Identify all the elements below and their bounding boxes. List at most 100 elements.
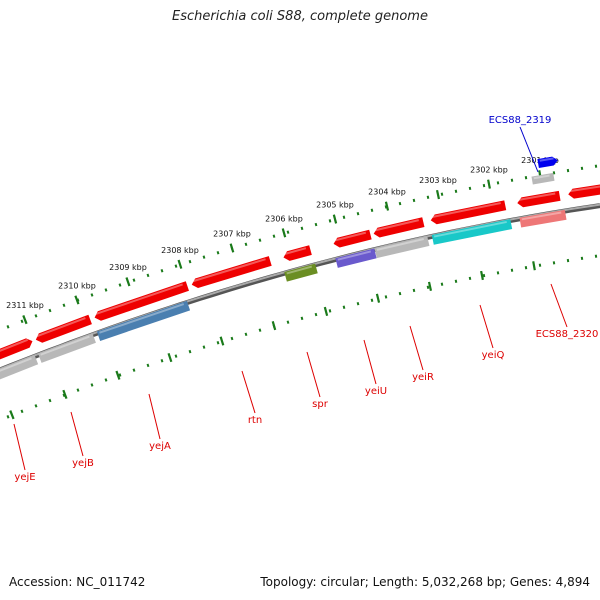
inner-major-tick: [532, 261, 536, 271]
leader-line: [241, 370, 256, 414]
gene-yeiU-cat-shine: [337, 250, 372, 261]
gene-yejA-bar-shine: [95, 283, 183, 316]
inner-tick: [286, 320, 290, 324]
gene-rtn-bar-shine: [192, 258, 266, 283]
scale-label: 2306 kbp: [265, 214, 303, 223]
gene-yejE-bar: [0, 338, 33, 362]
inner-major-tick: [375, 293, 381, 303]
gene-ecs2320-bar: [517, 190, 561, 208]
inner-tick: [48, 398, 52, 403]
gene-ecs2319-bar-body: [537, 156, 558, 168]
inner-tick: [6, 415, 10, 419]
gene-rtn-bar: [191, 256, 272, 289]
gene-label-spr: spr: [312, 399, 329, 410]
inner-major-tick: [115, 370, 121, 380]
gene-label-yejB: yejB: [72, 458, 94, 469]
gene-yejE-bar-shine: [0, 338, 29, 355]
outer-tick: [300, 226, 304, 231]
scale-label: 2309 kbp: [109, 263, 147, 272]
gene-yejA-cat-shine: [99, 303, 185, 334]
inner-tick: [468, 276, 472, 281]
scale-label: 2302 kbp: [470, 166, 508, 175]
inner-tick: [132, 368, 136, 372]
map-title: Escherichia coli S88, complete genome: [172, 9, 428, 24]
outer-tick: [146, 273, 150, 278]
outer-tick: [188, 259, 192, 264]
gene-yeiU-bar-body: [333, 229, 372, 248]
leader-line: [70, 411, 84, 457]
inner-tick: [342, 305, 346, 309]
gene-yeiQ-bar-body: [430, 200, 507, 225]
gene-yeiQ-cat: [431, 219, 513, 245]
gene-ecs2319-cat: [531, 172, 555, 185]
leader-line: [550, 283, 568, 328]
inner-major-tick: [480, 270, 484, 281]
outer-tick: [510, 178, 514, 182]
outer-tick: [48, 308, 52, 313]
scale-label: 2307 kbp: [213, 230, 251, 239]
outer-tick: [370, 208, 374, 212]
inner-tick: [594, 254, 598, 258]
gene-yejB-bar: [35, 314, 92, 343]
outer-tick: [286, 230, 290, 234]
outer-tick: [356, 212, 360, 216]
gene-ecs2319-bar: [537, 156, 558, 168]
outer-tick: [6, 325, 10, 329]
gene-label-yeiU: yeiU: [365, 386, 387, 397]
gene-yeiR-bar: [373, 217, 425, 238]
inner-tick: [356, 302, 360, 306]
outer-tick: [426, 195, 430, 199]
inner-tick: [104, 378, 108, 382]
inner-tick: [384, 295, 388, 299]
leader-line: [409, 325, 424, 371]
outer-tick: [90, 293, 94, 297]
accession-text: Accession: NC_011742: [9, 575, 146, 589]
leader-line: [306, 351, 321, 398]
gene-edge-bar: [568, 183, 600, 199]
gene-yejE-bar-body: [0, 338, 33, 362]
outer-tick: [160, 268, 164, 273]
outer-tick: [62, 303, 66, 308]
gene-label-yeiR: yeiR: [412, 372, 434, 383]
inner-tick: [174, 354, 178, 358]
gene-label-yejA: yejA: [149, 441, 171, 452]
outer-tick: [216, 251, 220, 255]
gene-yejE-cat: [0, 354, 39, 382]
outer-tick: [566, 168, 570, 173]
gene-yejA-bar: [94, 281, 189, 321]
gene-label-yejE: yejE: [14, 472, 35, 483]
inner-tick: [34, 404, 38, 408]
inner-tick: [76, 388, 80, 392]
inner-tick: [510, 268, 514, 272]
gene-yeiR-bar-body: [373, 217, 425, 238]
gene-label-yeiQ: yeiQ: [482, 350, 505, 361]
outer-tick: [454, 189, 458, 193]
gene-yejA-cat-body: [96, 300, 191, 341]
gene-yeiU-bar: [333, 229, 372, 248]
gene-features: [0, 156, 600, 382]
outer-tick: [412, 198, 416, 203]
inner-tick: [230, 336, 234, 341]
outer-tick: [34, 314, 38, 318]
outer-tick: [118, 283, 122, 287]
inner-major-tick: [219, 336, 225, 346]
gene-yeiU-cat: [335, 248, 377, 268]
outer-tick: [594, 164, 598, 168]
inner-tick: [398, 291, 402, 296]
gene-yeiQ-cat-shine: [433, 220, 507, 238]
outer-tick: [272, 234, 276, 238]
inner-tick: [202, 345, 206, 349]
scale-label: 2303 kbp: [419, 176, 457, 185]
inner-tick: [552, 261, 556, 265]
gene-yeiU-bar-shine: [334, 231, 367, 242]
inner-tick: [244, 332, 248, 337]
gene-yeiR-cat-body: [374, 236, 430, 259]
inner-tick: [580, 256, 584, 260]
leader-line: [519, 126, 539, 173]
gene-yejB-bar-shine: [36, 317, 86, 338]
inner-tick: [566, 258, 570, 263]
gene-ecs2320-bar-shine: [518, 192, 556, 201]
gene-ecs2319-cat-shine: [533, 174, 550, 180]
major-tick: [177, 259, 183, 269]
